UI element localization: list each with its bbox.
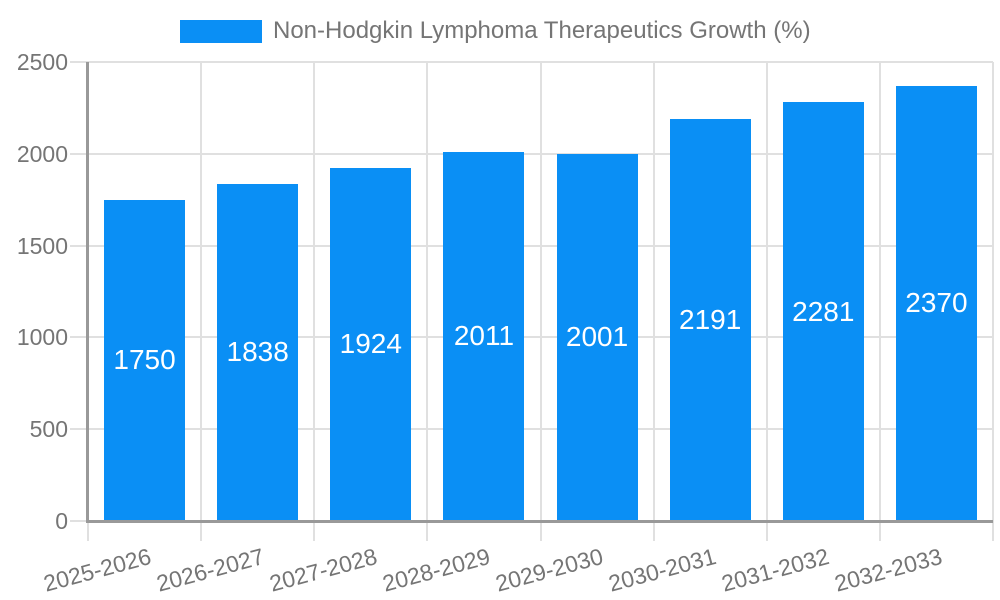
bar[interactable] bbox=[330, 167, 412, 521]
v-gridline bbox=[539, 62, 542, 541]
y-axis-tick-label: 2000 bbox=[16, 140, 68, 167]
h-gridline bbox=[70, 152, 993, 155]
bar[interactable] bbox=[443, 151, 525, 521]
bar[interactable] bbox=[556, 153, 638, 521]
bar-value-label: 2370 bbox=[905, 287, 968, 319]
chart-legend[interactable]: Non-Hodgkin Lymphoma Therapeutics Growth… bbox=[180, 17, 811, 45]
x-axis-tick-label: 2030-2031 bbox=[605, 543, 719, 597]
x-axis-tick-label: 2026-2027 bbox=[153, 543, 267, 597]
y-axis-tick-label: 500 bbox=[29, 416, 68, 443]
bar[interactable] bbox=[669, 118, 751, 521]
x-axis-line bbox=[86, 520, 993, 523]
v-gridline bbox=[652, 62, 655, 541]
x-axis-tick-label: 2032-2033 bbox=[832, 543, 946, 597]
h-gridline bbox=[70, 61, 993, 63]
legend-swatch-icon bbox=[180, 19, 262, 43]
h-gridline bbox=[70, 244, 993, 247]
h-gridline bbox=[70, 428, 993, 431]
bar-value-label: 2011 bbox=[453, 320, 515, 352]
v-gridline bbox=[313, 62, 316, 541]
v-gridline bbox=[992, 62, 994, 541]
legend-label: Non-Hodgkin Lymphoma Therapeutics Growth… bbox=[273, 17, 811, 44]
bar[interactable] bbox=[782, 102, 864, 521]
x-axis-tick-label: 2028-2029 bbox=[379, 543, 493, 597]
v-gridline bbox=[878, 62, 881, 541]
h-gridline bbox=[70, 336, 993, 339]
bar-value-label: 1924 bbox=[339, 328, 402, 360]
bar[interactable] bbox=[104, 199, 186, 521]
x-axis-tick-label: 2027-2028 bbox=[266, 543, 380, 597]
bar-value-label: 1750 bbox=[113, 344, 176, 376]
bar-value-label: 1838 bbox=[226, 336, 289, 368]
bar[interactable] bbox=[217, 183, 299, 521]
bar-value-label: 2001 bbox=[565, 321, 629, 353]
bar-value-label: 2191 bbox=[679, 303, 742, 335]
y-axis-tick-label: 0 bbox=[55, 508, 68, 534]
bar[interactable] bbox=[895, 85, 977, 521]
y-axis-tick-label: 1000 bbox=[16, 324, 68, 351]
y-axis-tick-label: 1500 bbox=[16, 232, 68, 259]
y-axis-tick-label: 2500 bbox=[16, 49, 68, 75]
bar-value-label: 2281 bbox=[792, 295, 855, 327]
x-axis-tick-label: 2025-2026 bbox=[40, 543, 154, 597]
x-axis-tick-label: 2029-2030 bbox=[492, 543, 606, 597]
v-gridline bbox=[765, 62, 768, 541]
v-gridline bbox=[426, 62, 429, 541]
x-axis-tick-label: 2031-2032 bbox=[719, 543, 833, 597]
y-axis-line bbox=[86, 62, 89, 521]
v-gridline bbox=[200, 62, 203, 541]
